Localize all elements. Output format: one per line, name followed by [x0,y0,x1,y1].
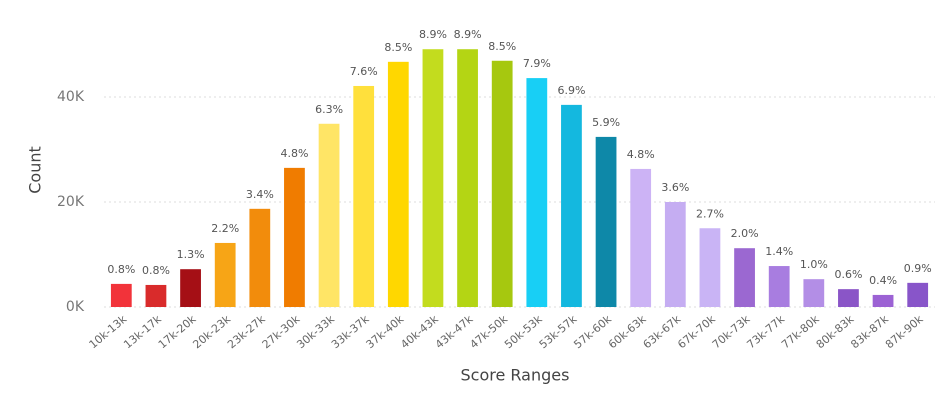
data-label: 2.2% [211,222,239,235]
bar [768,266,790,307]
x-tick-label: 73k-77k [744,312,787,351]
x-tick-label: 63k-67k [641,312,684,351]
data-label: 4.8% [627,148,655,161]
data-label: 7.6% [350,65,378,78]
bar [803,279,825,307]
y-tick-label: 20K [57,194,85,210]
data-label: 1.4% [765,245,793,258]
bar [561,104,582,307]
data-label: 2.0% [731,227,759,240]
bar [387,61,409,308]
data-label: 2.7% [696,207,724,220]
bar [284,167,305,307]
data-label: 5.9% [592,116,620,129]
x-axis-title: Score Ranges [461,366,570,385]
x-tick-label: 87k-90k [883,312,926,351]
data-label: 6.9% [557,84,585,97]
bar [145,284,167,307]
data-label: 3.6% [661,181,689,194]
bar [249,208,271,307]
x-tick-label: 57k-60k [571,312,614,351]
bar [491,60,513,308]
bar [214,242,236,307]
data-label: 8.9% [419,28,447,41]
bar [630,168,652,307]
bar [734,248,755,307]
data-label: 3.4% [246,188,274,201]
x-tick-label: 37k-40k [364,312,407,351]
x-tick-label: 23k-27k [225,312,268,351]
data-label: 0.6% [834,268,862,281]
data-label: 0.4% [869,274,897,287]
x-tick-label: 27k-30k [260,312,303,351]
bar [526,78,548,307]
bar [457,49,478,307]
x-tick-label: 47k-50k [467,312,510,351]
x-tick-label: 17k-20k [156,312,199,351]
x-tick-label: 13k-17k [121,312,164,351]
x-tick-label: 10k-13k [87,312,130,351]
data-label: 8.9% [454,28,482,41]
x-tick-label: 77k-80k [779,312,822,351]
x-tick-label: 83k-87k [848,312,891,351]
x-tick-label: 20k-23k [190,312,233,351]
x-tick-label: 60k-63k [606,312,649,351]
bar [318,123,340,308]
x-tick-label: 67k-70k [675,312,718,351]
x-tick-label: 33k-37k [329,312,372,351]
data-label: 0.9% [904,262,932,275]
bar [422,49,444,307]
bar [699,228,721,307]
data-label: 6.3% [315,103,343,116]
bar [664,202,686,307]
x-tick-label: 70k-73k [710,312,753,351]
data-label: 4.8% [280,147,308,160]
data-label: 0.8% [142,264,170,277]
x-tick-label: 50k-53k [502,312,545,351]
data-label: 0.8% [107,263,135,276]
x-tick-label: 80k-83k [814,312,857,351]
x-tick-label: 40k-43k [398,312,441,351]
y-tick-label: 0K [66,299,85,315]
data-label: 8.5% [384,41,412,54]
x-tick-label: 30k-33k [294,312,337,351]
bar [907,282,929,307]
bar [872,294,894,307]
x-tick-label: 43k-47k [433,312,476,351]
x-tick-label: 53k-57k [537,312,580,351]
data-label: 7.9% [523,57,551,70]
bar [180,269,201,307]
bar [595,136,617,307]
y-axis-title: Count [26,146,45,194]
data-label: 8.5% [488,40,516,53]
data-label: 1.0% [800,258,828,271]
bar [110,283,132,307]
bar [838,289,859,307]
bar [353,85,375,307]
y-tick-label: 40K [57,89,85,105]
data-label: 1.3% [177,248,205,261]
